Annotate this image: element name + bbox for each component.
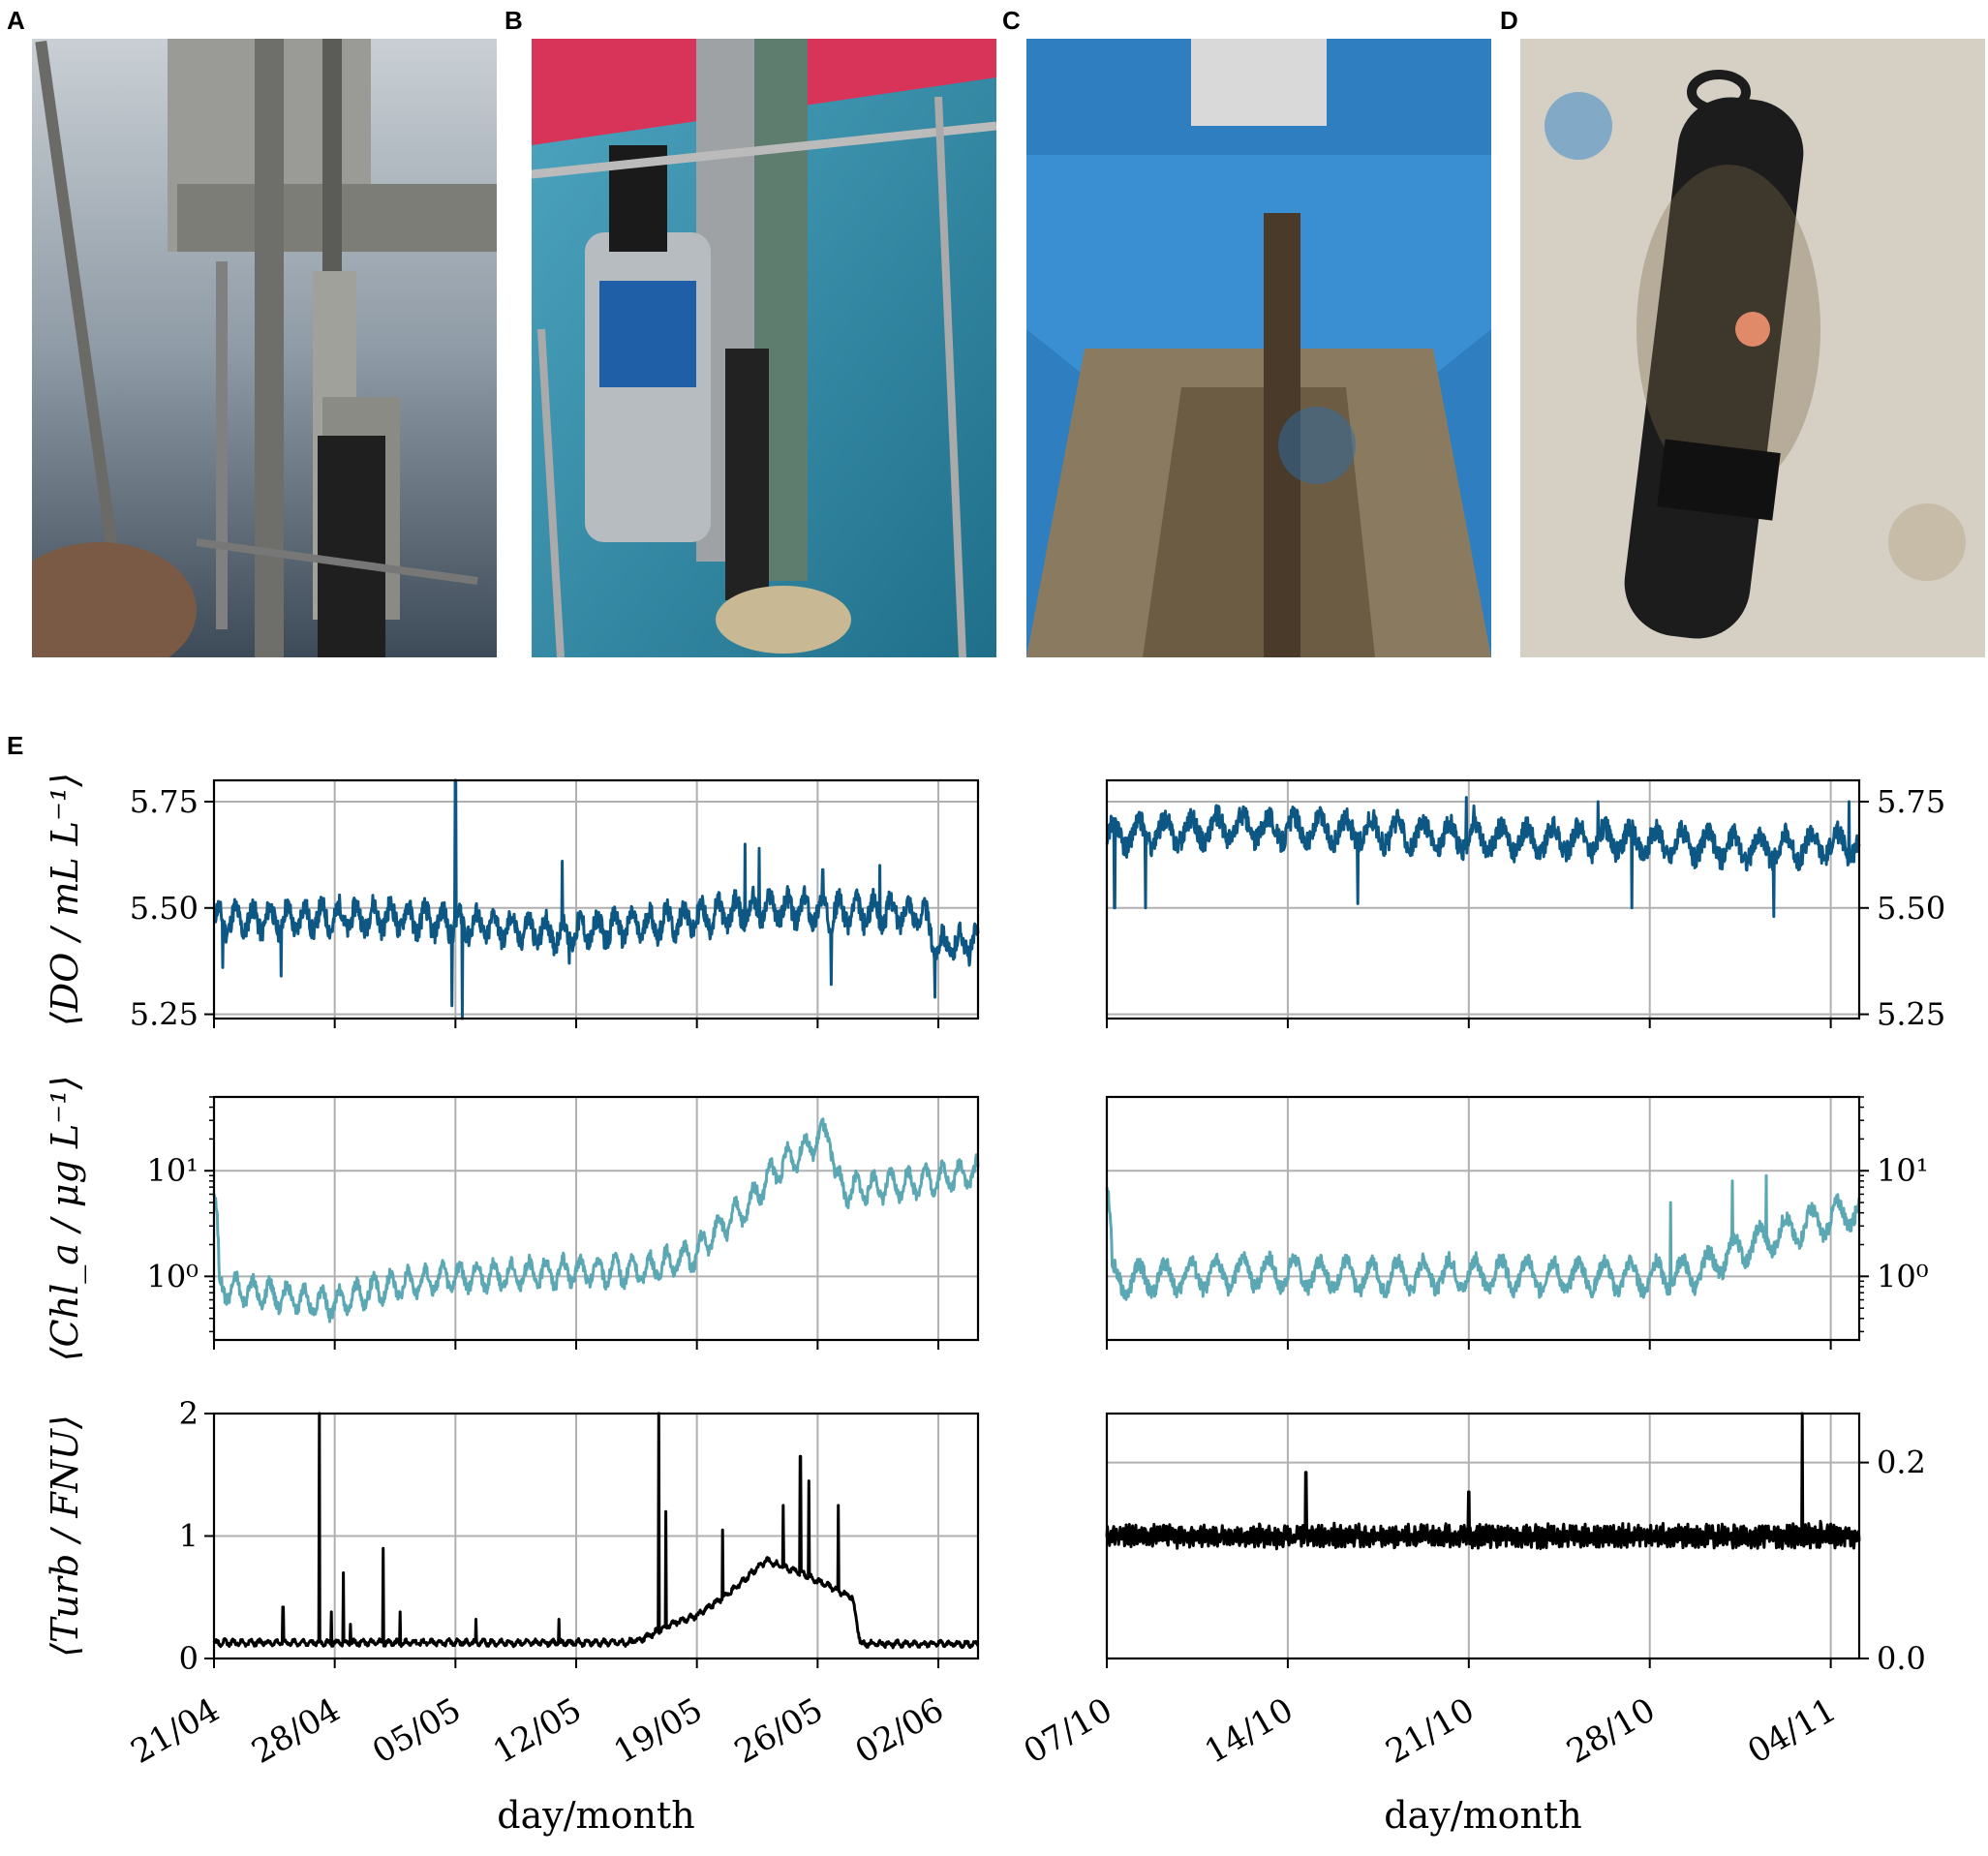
ytick-label: 10⁰ (1877, 1258, 1929, 1294)
xtick-label: 02/06 (849, 1690, 951, 1772)
xtick-label: 14/10 (1199, 1690, 1300, 1772)
xtick-label: 05/05 (366, 1690, 468, 1772)
series-line-turb-autumn (1105, 1412, 1861, 1551)
panel-letter-e: E (7, 731, 24, 760)
xtick-label: 12/05 (487, 1690, 589, 1772)
ytick-label: 0 (179, 1640, 199, 1677)
ytick-label: 10¹ (146, 1152, 199, 1189)
ytick-label: 0.0 (1877, 1640, 1926, 1677)
ytick-label: 5.50 (130, 890, 199, 927)
ylabel-chl-spring: ⟨Chl_a / μg L⁻¹⟩ (44, 1076, 87, 1362)
photo-b-sensor-mooring (532, 39, 996, 657)
axes-frame (212, 778, 980, 1020)
ytick-label: 0.2 (1877, 1445, 1926, 1481)
ytick-label: 1 (179, 1518, 199, 1555)
xtick-label: 19/05 (607, 1690, 709, 1772)
ytick-label: 10⁰ (146, 1258, 199, 1294)
ytick-label: 5.50 (1877, 890, 1945, 927)
ylabel-turb-spring: ⟨Turb / FNU⟩ (44, 1415, 86, 1658)
xtick-label: 04/11 (1741, 1690, 1843, 1772)
ytick-label: 5.75 (1877, 783, 1945, 820)
series-line-do-autumn (1105, 796, 1861, 919)
xtick-label: 21/10 (1379, 1690, 1481, 1772)
axes-frame (1105, 1095, 1861, 1342)
ytick-label: 10¹ (1877, 1152, 1929, 1189)
axes-frame (212, 1095, 980, 1342)
photo-d-biofouled-logger (1520, 39, 1985, 657)
ytick-label: 5.25 (130, 996, 199, 1033)
series-line-do-spring (212, 778, 980, 1020)
panel-letter-b: B (505, 6, 523, 35)
xtick-label: 28/10 (1560, 1690, 1662, 1772)
chart-turb-spring: 0 1 2 ⟨Turb / FNU⟩ 21/04 28/04 05/05 12/05 19/05… (44, 1395, 980, 1837)
xlabel-spring: day/month (497, 1794, 694, 1837)
xtick-label: 07/10 (1018, 1690, 1119, 1772)
chart-do-spring: 5.25 5.50 5.75 ⟨DO / mL L⁻¹⟩ (44, 773, 980, 1033)
chart-do-autumn: 5.25 5.50 5.75 (1105, 778, 1945, 1033)
series-line-turb-spring (212, 1412, 979, 1650)
xlabel-autumn: day/month (1384, 1794, 1581, 1837)
axes-frame (1105, 778, 1861, 1020)
photo-c-fouled-rod (1026, 39, 1491, 657)
chart-turb-autumn: 0.0 0.2 07/10 14/10 21/10 28/10 04/11 day/month (1018, 1412, 1926, 1837)
axes-frame (1105, 1412, 1861, 1660)
ytick-label: 5.25 (1877, 996, 1945, 1033)
xtick-label: 26/05 (728, 1690, 830, 1772)
ytick-label: 5.75 (130, 783, 199, 820)
chart-chl-autumn: 10⁰ 10¹ (1105, 1095, 1929, 1350)
panel-letter-c: C (1002, 6, 1021, 35)
series-line-chl-spring (212, 1117, 980, 1324)
chart-chl-spring: 10⁰ 10¹ ⟨Chl_a / μg L⁻¹⟩ (44, 1076, 980, 1362)
photo-a-instrument-frame (32, 39, 497, 657)
ytick-label: 2 (179, 1395, 199, 1432)
ylabel-do-spring: ⟨DO / mL L⁻¹⟩ (44, 773, 86, 1026)
panel-letter-d: D (1500, 6, 1518, 35)
xtick-label: 28/04 (245, 1690, 347, 1772)
xtick-label: 21/04 (125, 1690, 227, 1772)
panel-letter-a: A (7, 6, 25, 35)
series-line-chl-autumn (1105, 1173, 1861, 1301)
